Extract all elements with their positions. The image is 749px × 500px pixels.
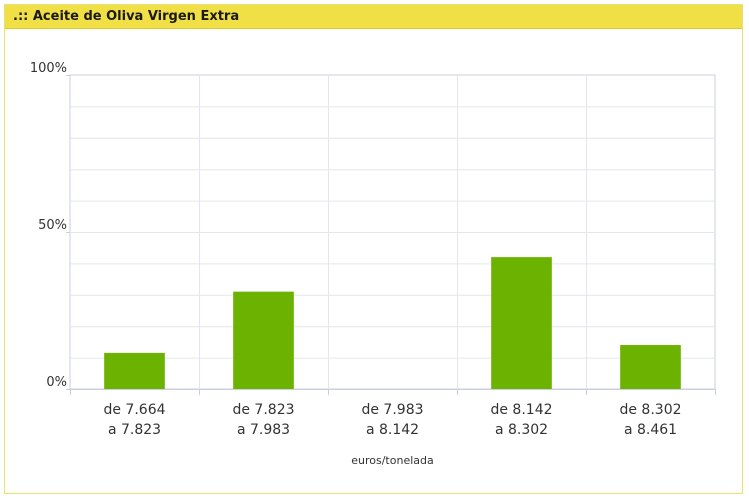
x-tick-label: de 7.823 <box>232 402 294 418</box>
y-tick-label: 0% <box>46 375 67 390</box>
chart-panel: .:: Aceite de Oliva Virgen Extra 0% 50% 10… <box>4 4 743 494</box>
x-tick-label: a 7.823 <box>108 422 161 438</box>
x-tick-label: a 7.983 <box>237 422 290 438</box>
x-tick-label: a 8.142 <box>366 422 419 438</box>
panel-title: .:: Aceite de Oliva Virgen Extra <box>13 9 240 24</box>
x-tick-label: de 8.142 <box>490 402 552 418</box>
x-axis-title: euros/tonelada <box>351 454 434 467</box>
bar <box>233 291 294 389</box>
y-tick-label: 100% <box>30 61 67 76</box>
x-tick-label: de 7.664 <box>103 402 165 418</box>
bar <box>620 345 681 389</box>
x-tick-label: a 8.461 <box>624 422 677 438</box>
bar <box>491 257 552 389</box>
y-tick-label: 50% <box>38 218 67 233</box>
chart-area: 0% 50% 100% de 7.664 a 7.823 de 7.823 a 7.983 d… <box>7 31 740 491</box>
bar <box>104 352 165 389</box>
bar-chart: 0% 50% 100% de 7.664 a 7.823 de 7.823 a 7.983 d… <box>30 61 716 467</box>
panel-title-bar: .:: Aceite de Oliva Virgen Extra <box>5 5 742 29</box>
x-tick-label: de 8.302 <box>619 402 681 418</box>
x-tick-label: de 7.983 <box>361 402 423 418</box>
x-tick-label: a 8.302 <box>495 422 548 438</box>
